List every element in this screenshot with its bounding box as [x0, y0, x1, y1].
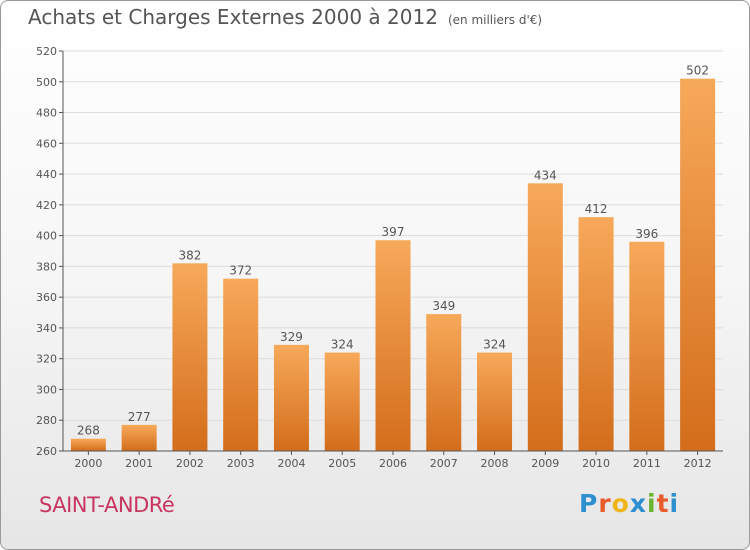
y-tick-label: 380	[36, 260, 57, 273]
x-tick-label: 2007	[430, 457, 458, 470]
bar-chart: 268277382372329324397349324434412396502 …	[36, 45, 723, 470]
x-tick-label: 2010	[582, 457, 610, 470]
y-tick-label: 420	[36, 199, 57, 212]
bar	[273, 344, 309, 451]
logo-letter: i	[669, 489, 680, 518]
y-tick-label: 260	[36, 445, 57, 458]
x-tick-label: 2006	[379, 457, 407, 470]
logo-letter: r	[598, 489, 612, 518]
bar	[324, 352, 360, 451]
x-tick-label: 2008	[481, 457, 509, 470]
y-tick-label: 460	[36, 137, 57, 150]
y-tick-label: 340	[36, 322, 57, 335]
y-tick-label: 300	[36, 383, 57, 396]
bar	[172, 263, 208, 451]
bar-value-label: 396	[635, 227, 658, 241]
bar-value-label: 329	[280, 330, 303, 344]
bar	[680, 78, 716, 451]
x-tick-label: 2009	[531, 457, 559, 470]
bar-value-label: 349	[432, 299, 455, 313]
x-tick-label: 2002	[176, 457, 204, 470]
bar	[223, 278, 259, 451]
bar-value-label: 434	[534, 168, 557, 182]
x-tick-label: 2012	[684, 457, 712, 470]
bar-value-label: 502	[686, 64, 709, 78]
bar	[121, 424, 157, 451]
x-tick-label: 2004	[277, 457, 305, 470]
y-tick-label: 500	[36, 76, 57, 89]
axes: 260 280 300 320 340 360 380 400 420 440 460 480 500 5…	[36, 45, 723, 470]
x-tick-label: 2001	[125, 457, 153, 470]
bar	[375, 240, 411, 451]
chart-title: Achats et Charges Externes 2000 à 2012 (e…	[28, 5, 542, 29]
x-tick-label: 2011	[633, 457, 661, 470]
y-tick-label: 480	[36, 107, 57, 120]
chart-unit: (en milliers d'€)	[447, 13, 543, 27]
bar-value-label: 324	[483, 338, 506, 352]
y-tick-label: 360	[36, 291, 57, 304]
bars: 268 277 382 372 329 324 397 349 324 434 412 396 502	[70, 64, 716, 452]
commune-name: SAINT-ANDRé	[39, 493, 175, 517]
y-tick-label: 320	[36, 353, 57, 366]
x-tick-label: 2003	[227, 457, 255, 470]
bar	[527, 183, 563, 452]
logo-letter: o	[611, 489, 630, 518]
bar	[426, 314, 462, 451]
logo-letter: t	[656, 489, 670, 518]
bar-value-label: 382	[178, 248, 201, 262]
y-tick-label: 280	[36, 414, 57, 427]
bar-value-label: 268	[77, 424, 100, 438]
bar-value-label: 397	[382, 225, 405, 239]
x-tick-label: 2000	[74, 457, 102, 470]
y-tick-label: 520	[36, 45, 57, 58]
bar-value-label: 412	[585, 202, 608, 216]
logo-letter: i	[647, 489, 657, 518]
proxiti-logo[interactable]: Proxiti	[579, 489, 679, 518]
logo-letter: x	[629, 489, 647, 518]
bar	[70, 438, 106, 451]
y-tick-label: 400	[36, 230, 57, 243]
chart-title-text: Achats et Charges Externes 2000 à 2012	[28, 5, 438, 29]
bar	[578, 217, 614, 451]
bar-value-label: 324	[331, 338, 354, 352]
y-tick-label: 440	[36, 168, 57, 181]
bar	[477, 352, 513, 451]
bar-value-label: 277	[128, 410, 151, 424]
x-tick-label: 2005	[328, 457, 356, 470]
bar-value-label: 372	[229, 264, 252, 278]
logo-letter: P	[579, 489, 599, 518]
bar	[629, 241, 665, 451]
